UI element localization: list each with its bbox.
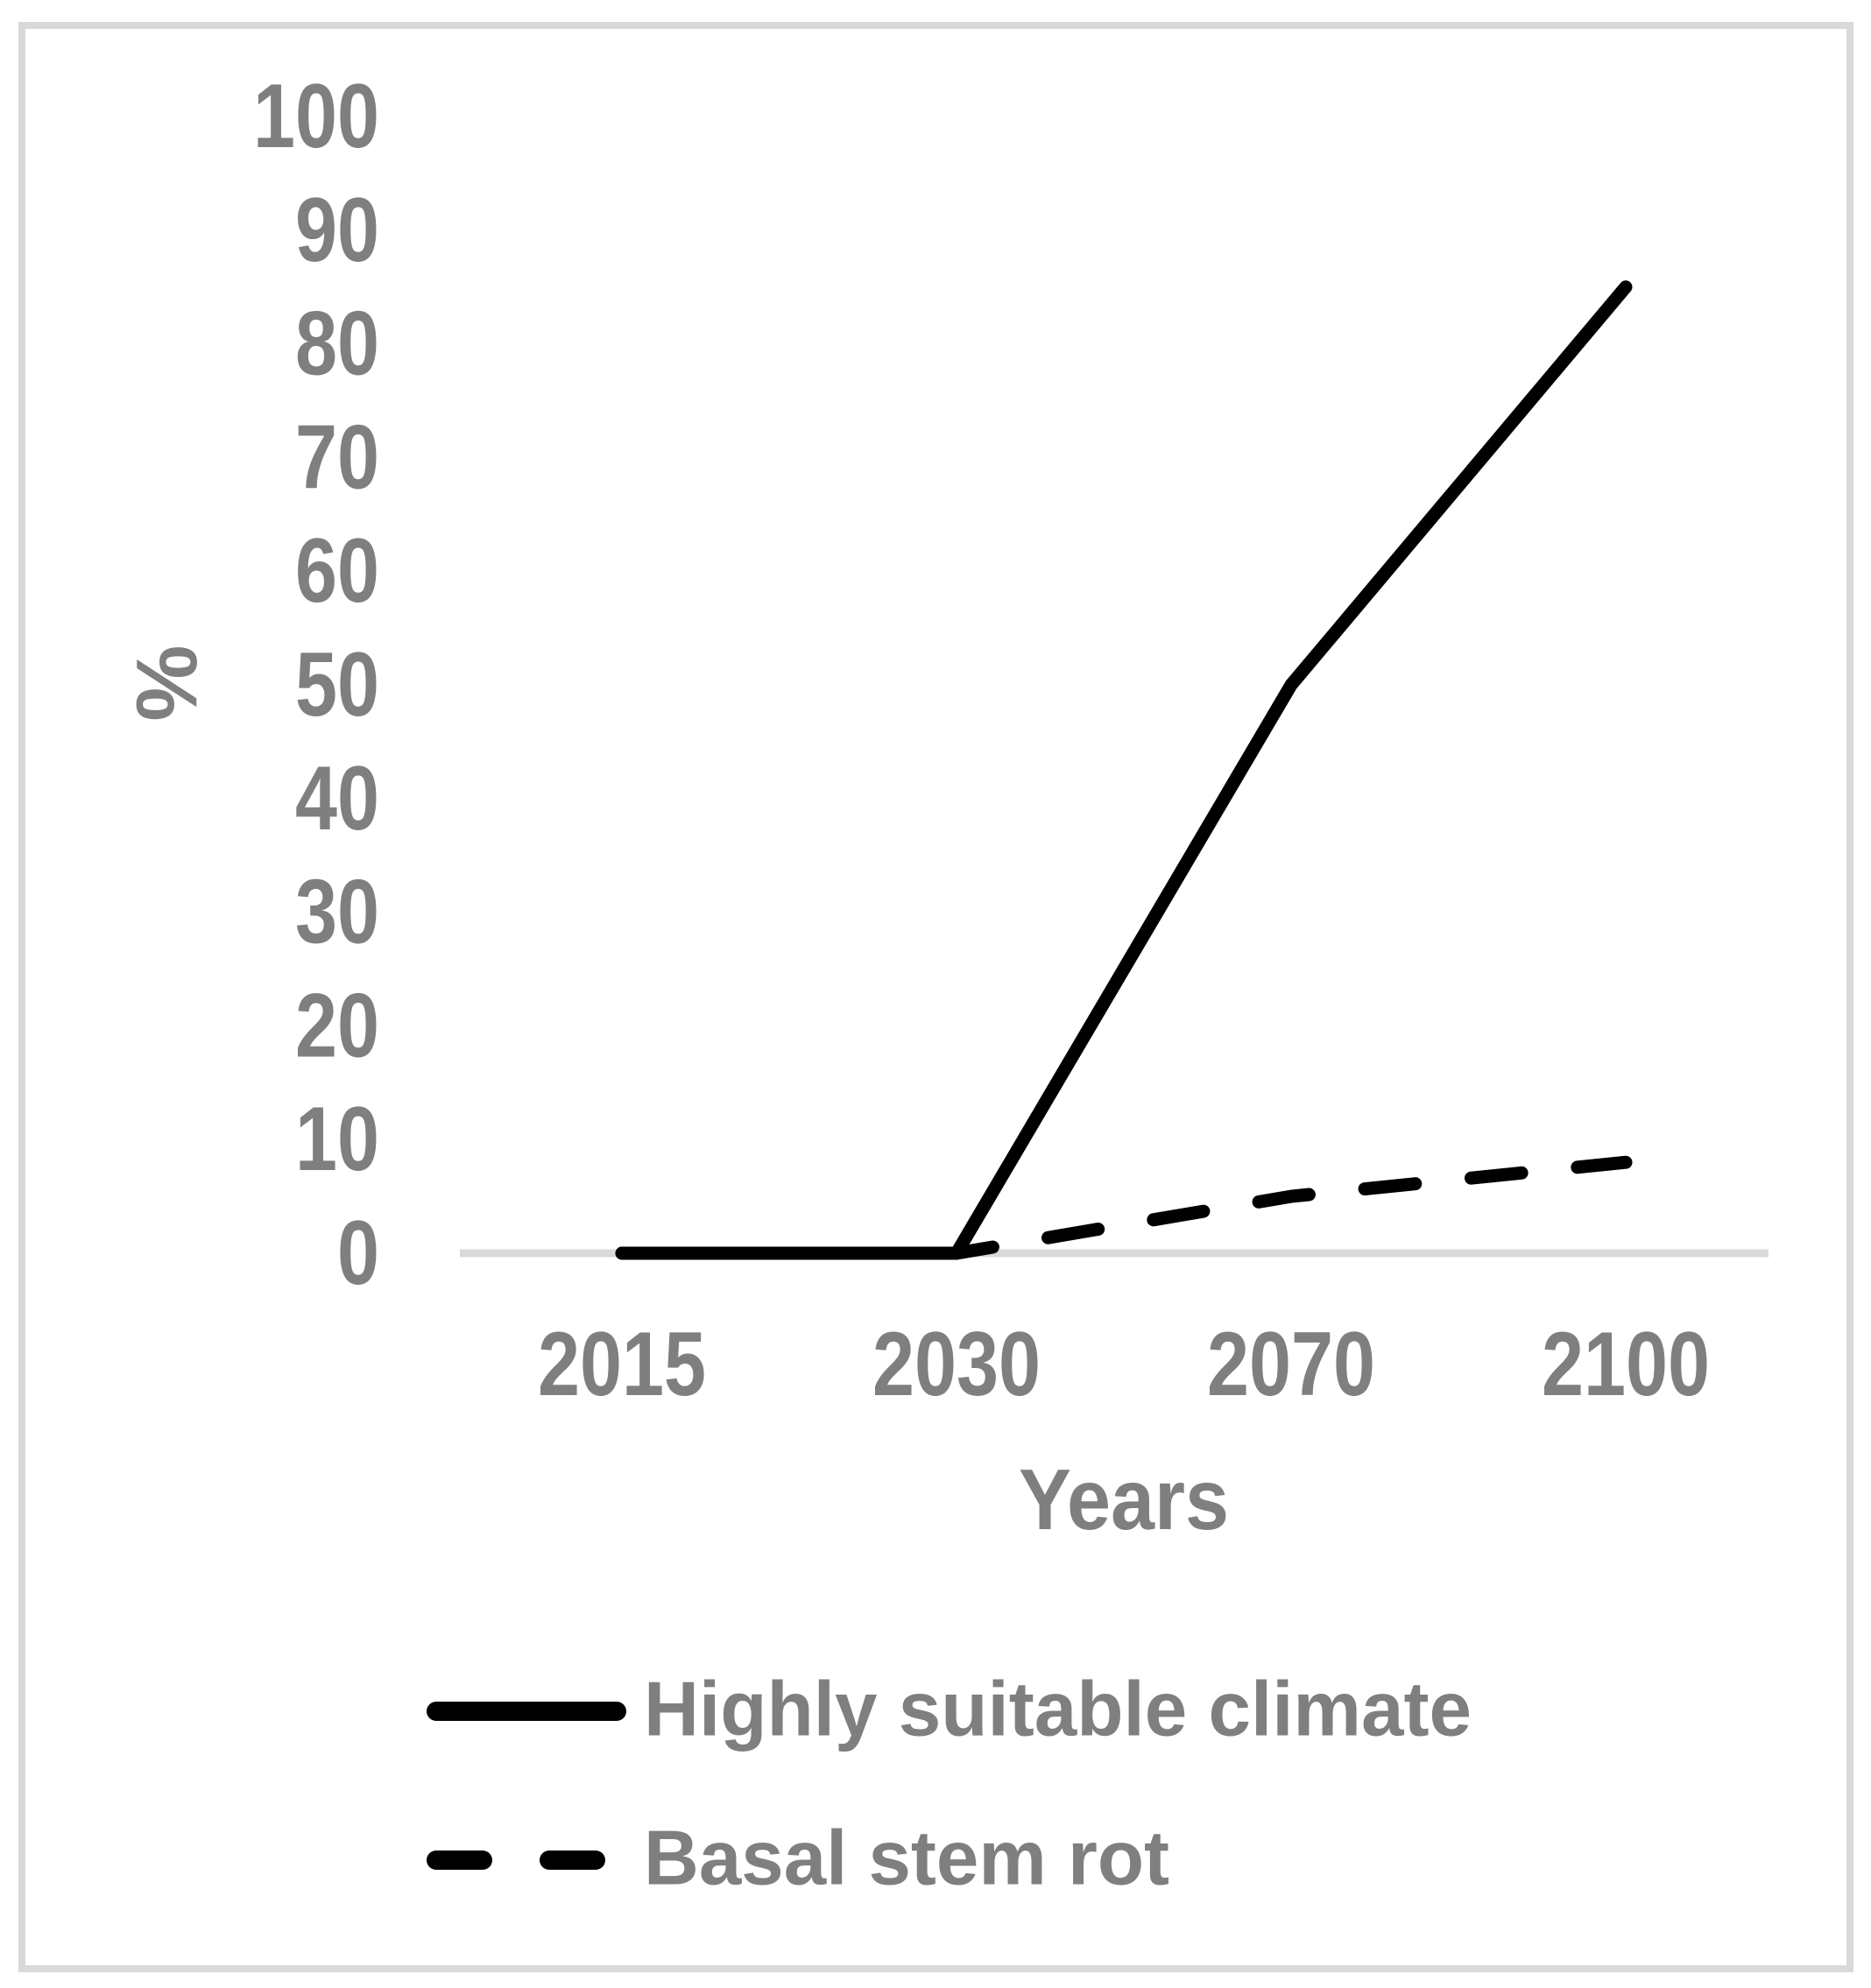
y-tick-label-10: 10 xyxy=(295,1089,379,1190)
y-tick-label-40: 40 xyxy=(295,748,379,849)
x-tick-label-2100: 2100 xyxy=(1542,1314,1710,1415)
legend-label: Highly suitable climate xyxy=(644,1666,1472,1752)
y-tick-label-50: 50 xyxy=(295,634,379,736)
y-tick-label-0: 0 xyxy=(337,1202,379,1304)
chart-border-frame xyxy=(18,22,1853,1972)
series-line-basal-stem-rot xyxy=(615,1155,1633,1260)
y-tick-label-20: 20 xyxy=(295,975,379,1076)
y-tick-label-90: 90 xyxy=(295,180,379,281)
x-axis-tick-labels: 2015 2030 2070 2100 xyxy=(538,1314,1710,1415)
y-tick-label-60: 60 xyxy=(295,520,379,622)
y-tick-label-70: 70 xyxy=(295,406,379,508)
y-tick-label-100: 100 xyxy=(253,66,379,167)
legend-item-basal-stem-rot: Basal stem rot xyxy=(427,1815,1169,1901)
x-tick-label-2015: 2015 xyxy=(538,1314,706,1415)
legend-label: Basal stem rot xyxy=(644,1815,1169,1901)
y-axis-title: % xyxy=(118,645,215,721)
legend: Highly suitable climate Basal stem rot xyxy=(427,1666,1472,1901)
series-line-highly-suitable-climate xyxy=(615,280,1633,1260)
legend-item-highly-suitable-climate: Highly suitable climate xyxy=(427,1666,1472,1752)
y-tick-label-30: 30 xyxy=(295,862,379,963)
x-tick-label-2070: 2070 xyxy=(1207,1314,1375,1415)
y-tick-label-80: 80 xyxy=(295,293,379,395)
x-tick-label-2030: 2030 xyxy=(872,1314,1041,1415)
x-axis-title: Years xyxy=(1019,1451,1229,1547)
